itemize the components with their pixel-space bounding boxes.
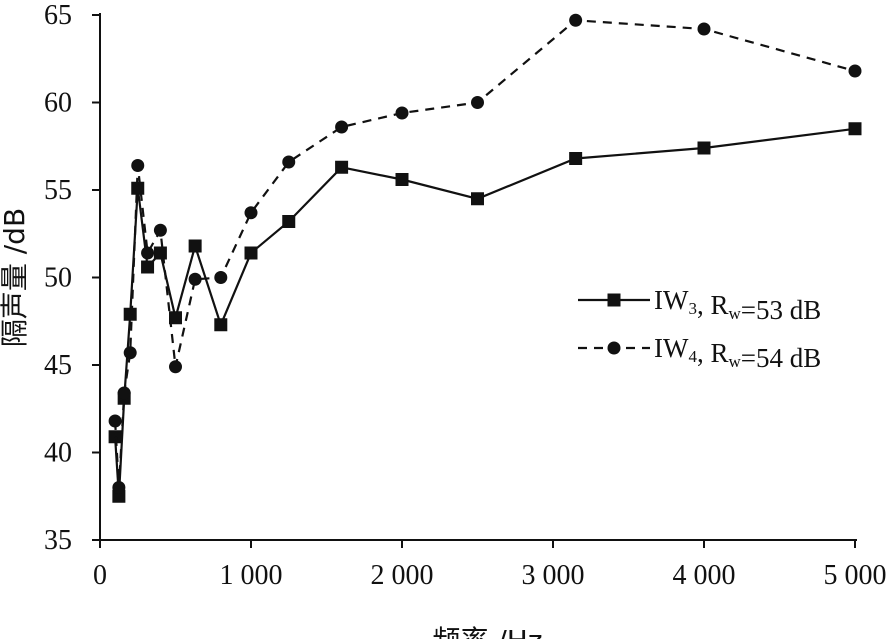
x-tick-label: 1 000 — [220, 560, 283, 591]
data-point — [848, 122, 862, 136]
series-layer — [108, 13, 862, 503]
series-line — [114, 127, 856, 497]
legend-label: IW3, Rw=53 dB — [654, 285, 821, 325]
data-point — [395, 173, 409, 186]
x-tick-label: 3 000 — [522, 560, 585, 591]
y-tick-label: 45 — [44, 350, 72, 381]
data-point — [569, 152, 583, 165]
data-point — [188, 239, 202, 253]
x-axis-title: 频率 /Hz — [432, 624, 542, 639]
data-point — [108, 430, 122, 444]
series-line — [114, 19, 856, 488]
data-point — [244, 206, 258, 220]
legend-item: IW3, Rw=53 dB — [578, 285, 821, 325]
data-point — [244, 246, 258, 260]
data-point — [169, 360, 182, 374]
data-point — [335, 120, 349, 134]
x-tick-label: 2 000 — [371, 560, 434, 591]
y-tick-label: 55 — [44, 175, 72, 206]
legend-item: IW4, Rw=54 dB — [578, 333, 821, 373]
data-point — [471, 96, 484, 109]
data-point — [123, 346, 137, 360]
data-point — [848, 64, 862, 78]
y-tick-label: 35 — [44, 525, 72, 556]
y-tick-label: 65 — [44, 0, 72, 31]
data-point — [282, 215, 296, 228]
x-tick-label: 5 000 — [824, 560, 887, 591]
axes: 35 40 45 50 55 60 65 0 1 000 2 000 3 000 4 000 5 000 — [44, 0, 887, 591]
x-tick-label: 4 000 — [673, 560, 736, 591]
data-point — [141, 246, 155, 260]
legend-marker — [607, 293, 621, 307]
data-point — [282, 155, 296, 169]
x-tick-label: 0 — [93, 560, 107, 591]
data-point — [569, 13, 583, 27]
data-point — [697, 141, 711, 155]
data-point — [169, 311, 182, 325]
data-point — [471, 192, 484, 206]
y-tick-label: 40 — [44, 438, 72, 469]
data-point — [153, 223, 167, 237]
legend-label: IW4, Rw=54 dB — [654, 333, 821, 373]
legend: IW3, Rw=53 dB IW4, Rw=54 dB — [578, 285, 821, 373]
data-point — [117, 386, 131, 400]
legend-marker — [607, 341, 621, 355]
y-tick-label: 60 — [44, 88, 72, 119]
data-point — [131, 181, 145, 195]
series-1 — [108, 122, 862, 503]
data-point — [131, 159, 145, 172]
data-point — [697, 22, 711, 36]
data-point — [153, 246, 167, 260]
y-axis-title: 隔声量 /dB — [0, 208, 31, 347]
series-2 — [108, 13, 862, 494]
data-point — [108, 414, 122, 428]
data-point — [112, 481, 126, 494]
data-point — [123, 307, 137, 321]
data-point — [214, 271, 228, 284]
y-tick-label: 50 — [44, 263, 72, 294]
data-point — [214, 318, 228, 332]
data-point — [335, 160, 349, 174]
data-point — [141, 260, 155, 274]
data-point — [395, 106, 409, 120]
data-point — [188, 272, 202, 286]
